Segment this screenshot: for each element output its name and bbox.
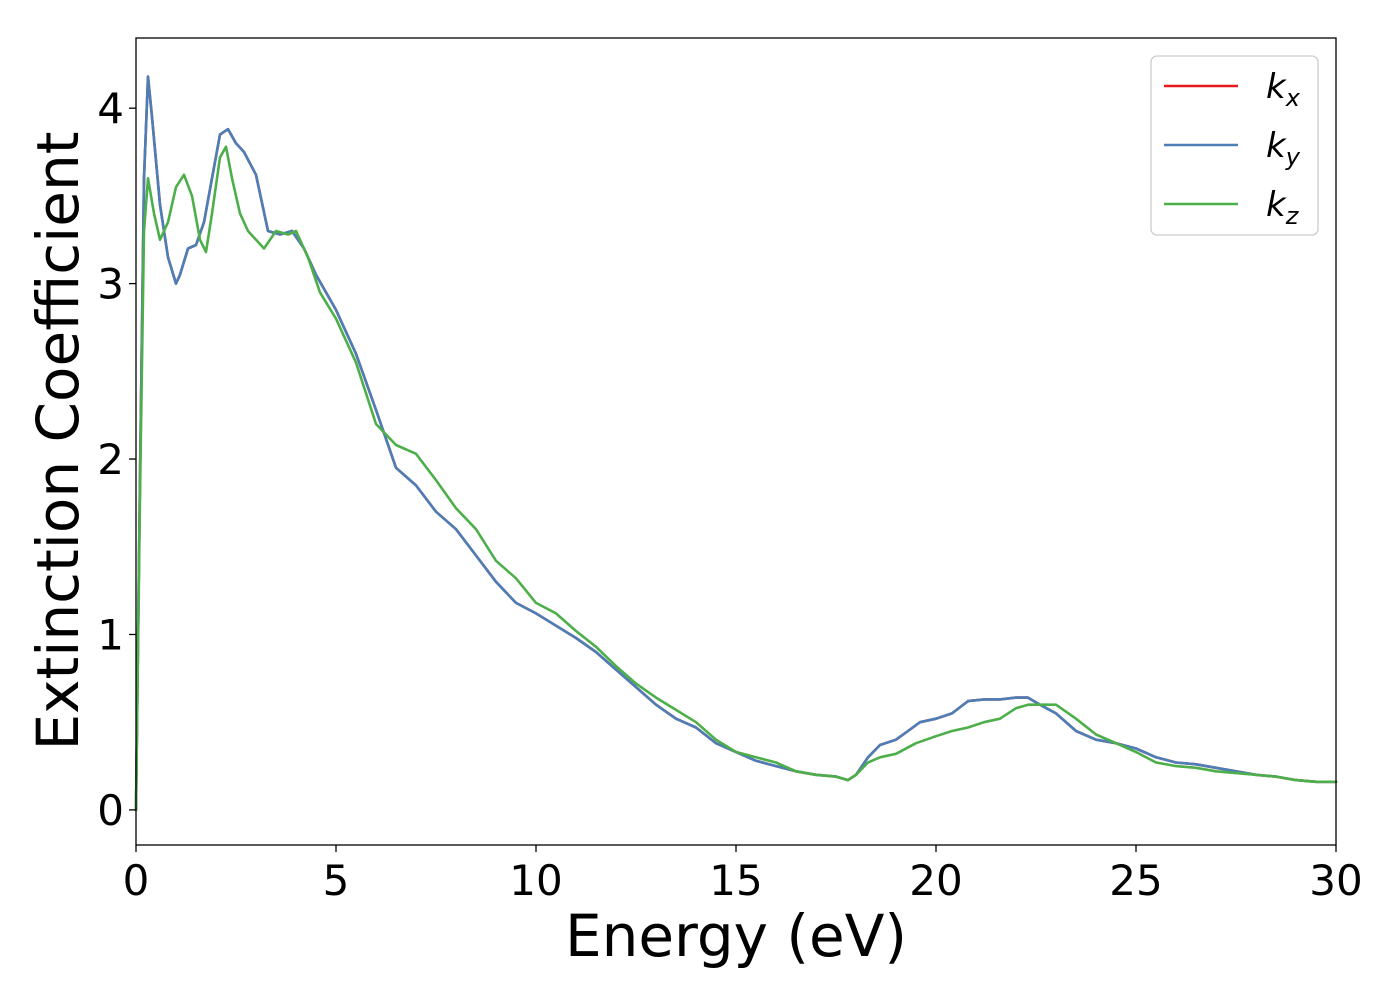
x-tick-label: 25 xyxy=(1109,856,1162,905)
y-tick-label: 4 xyxy=(97,84,124,133)
x-axis-ticks: 0 5 10 15 20 25 30 xyxy=(123,845,1363,905)
legend-label: kz xyxy=(1266,185,1300,230)
y-axis-title: Extinction Coefficient xyxy=(24,132,92,751)
legend: kx ky kz xyxy=(1150,55,1319,236)
x-tick-label: 5 xyxy=(323,856,350,905)
y-tick-label: 1 xyxy=(97,610,124,659)
plot-area xyxy=(136,38,1336,845)
x-tick-label: 15 xyxy=(709,856,762,905)
x-tick-label: 20 xyxy=(909,856,962,905)
legend-label: kx xyxy=(1266,67,1301,112)
series-line-k-z xyxy=(134,145,1338,812)
x-axis-title: Energy (eV) xyxy=(565,902,907,970)
y-axis-ticks: 0 1 2 3 4 xyxy=(97,84,136,835)
series-line-k-y xyxy=(134,75,1338,812)
y-tick-label: 0 xyxy=(97,786,124,835)
y-tick-label: 2 xyxy=(97,435,124,484)
legend-label: ky xyxy=(1266,126,1301,171)
x-tick-label: 10 xyxy=(509,856,562,905)
x-tick-label: 0 xyxy=(123,856,150,905)
y-tick-label: 3 xyxy=(97,260,124,309)
x-tick-label: 30 xyxy=(1309,856,1362,905)
series-group xyxy=(134,75,1338,812)
